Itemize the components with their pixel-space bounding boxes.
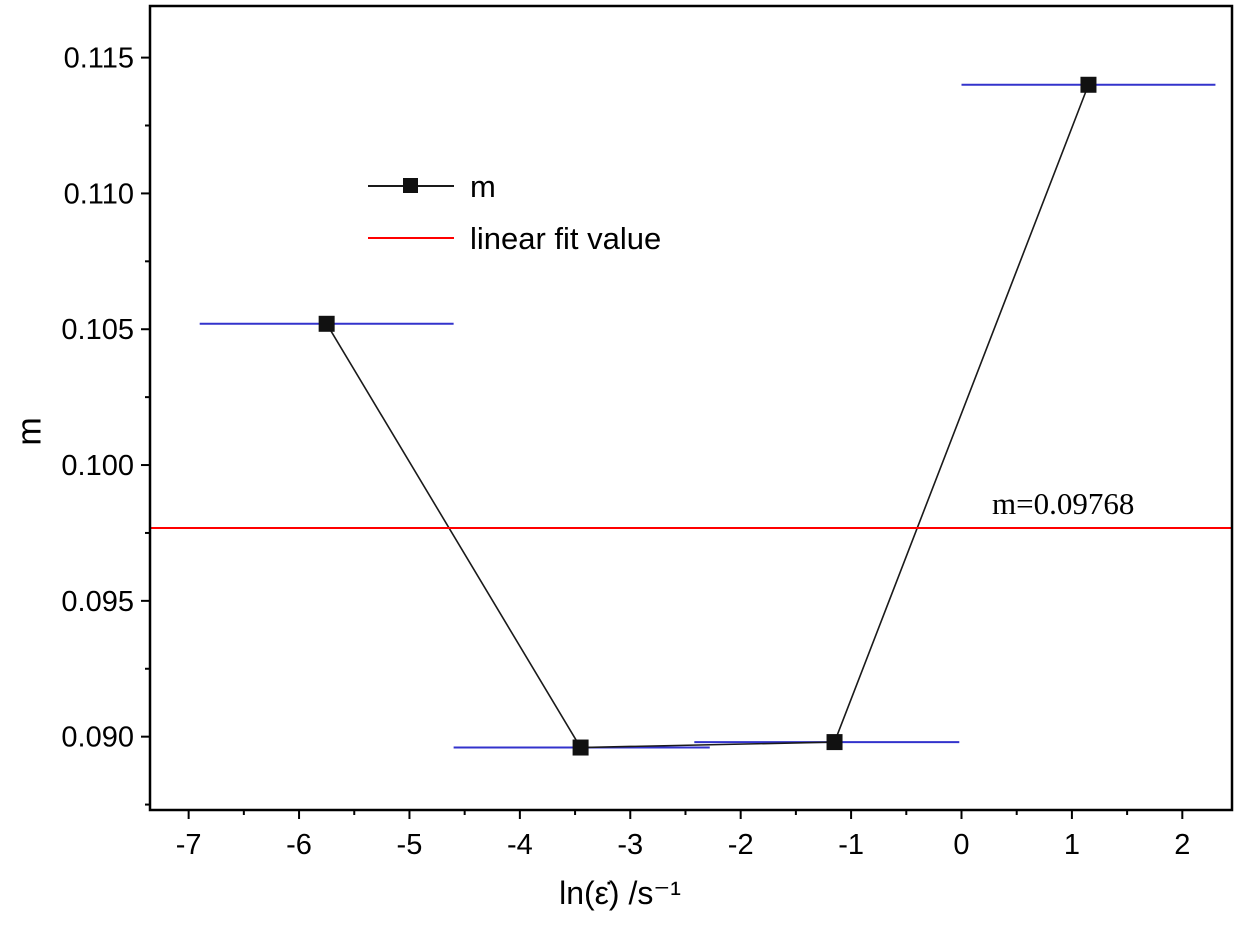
legend-sample-line-with-marker — [368, 171, 454, 201]
data-point-marker — [1080, 76, 1097, 93]
x-tick-label: -2 — [728, 829, 754, 861]
series-line-m — [325, 84, 1090, 749]
legend-red-line — [368, 237, 454, 239]
y-tick-label: 0.115 — [64, 43, 134, 75]
fit-value-annotation: m=0.09768 — [992, 486, 1135, 521]
legend: m linear fit value — [368, 160, 661, 264]
data-point-marker — [826, 734, 843, 751]
y-tick-label: 0.100 — [61, 450, 134, 482]
y-axis-title: m — [10, 417, 49, 446]
y-tick-label: 0.090 — [61, 722, 134, 754]
x-tick-label: 1 — [1064, 829, 1080, 861]
y-tick-label: 0.110 — [64, 178, 134, 210]
x-tick-label: -4 — [507, 829, 533, 861]
data-point-marker — [318, 315, 335, 332]
legend-label-linear-fit: linear fit value — [470, 220, 662, 256]
legend-sample-red-line — [368, 223, 454, 253]
x-axis-title: ln(ε̇) /s⁻¹ — [559, 875, 681, 911]
y-tick-label: 0.105 — [61, 314, 134, 346]
x-tick-label: -6 — [286, 829, 312, 861]
legend-label-m: m — [470, 168, 496, 204]
legend-square-marker-icon — [403, 178, 418, 193]
legend-entry-m: m — [368, 160, 661, 212]
data-point-marker — [572, 739, 589, 756]
legend-entry-linear-fit: linear fit value — [368, 212, 661, 264]
x-tick-label: -7 — [176, 829, 202, 861]
x-tick-label: -3 — [617, 829, 643, 861]
x-tick-label: 0 — [953, 829, 969, 861]
plot-frame — [148, 4, 1234, 812]
x-tick-label: 2 — [1174, 829, 1190, 861]
x-tick-label: -1 — [838, 829, 864, 861]
y-tick-label: 0.095 — [61, 586, 134, 618]
x-tick-label: -5 — [397, 829, 423, 861]
